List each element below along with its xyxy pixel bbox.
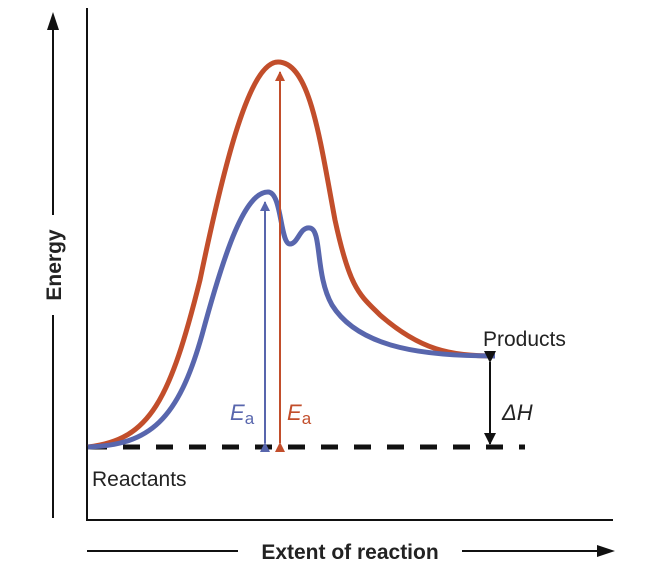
catalyzed-ea-label: Ea — [230, 400, 255, 428]
y-axis-label: Energy — [43, 229, 66, 301]
catalyzed-curve — [87, 189, 496, 450]
products-label: Products — [483, 328, 566, 351]
reactants-label: Reactants — [92, 468, 187, 491]
x-axis-label: Extent of reaction — [261, 541, 438, 564]
delta-h-label: ΔH — [501, 400, 533, 425]
extent-arrowhead — [597, 545, 615, 557]
uncatalyzed-ea-label: Ea — [287, 400, 312, 428]
energy-arrowhead — [47, 12, 59, 30]
uncatalyzed-curve — [87, 59, 496, 450]
